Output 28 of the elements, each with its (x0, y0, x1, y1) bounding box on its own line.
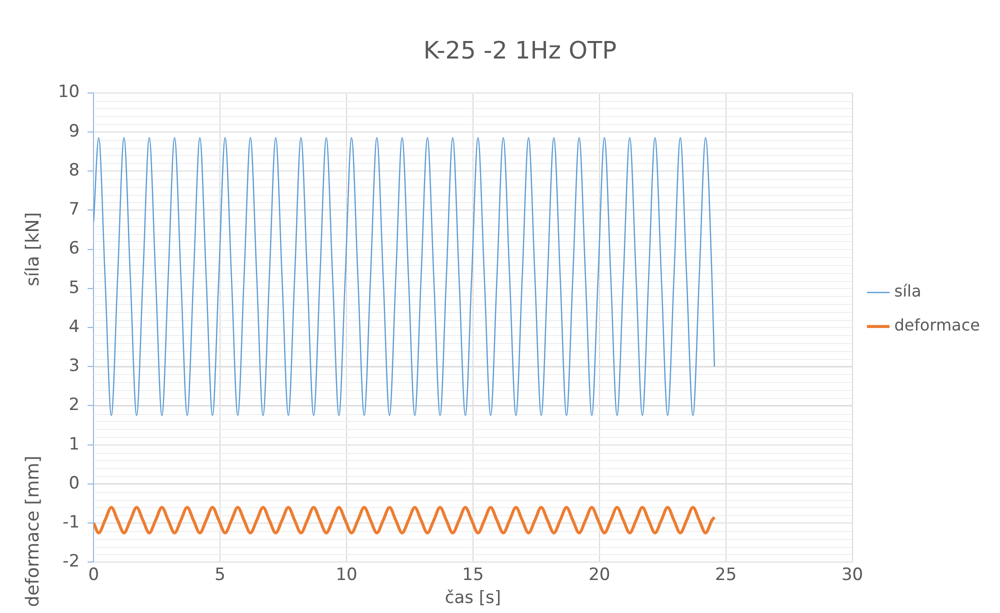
x-tick-label: 5 (214, 564, 226, 585)
y-tick-label: 9 (68, 121, 80, 142)
y-tick-label: 6 (68, 238, 80, 259)
chart-title: K-25 -2 1Hz OTP (423, 36, 617, 65)
y-tick-label: -2 (62, 552, 80, 572)
x-tick-label: 20 (588, 564, 610, 585)
x-tick-label: 15 (462, 564, 484, 585)
y-tick-label: 10 (58, 82, 80, 102)
x-tick-label: 0 (88, 564, 100, 585)
text: deformace [mm] (22, 456, 44, 608)
x-tick-label: 10 (336, 564, 358, 585)
legend-label: deformace (894, 316, 980, 335)
y-axis-title: síla [kN] (22, 212, 44, 286)
x-axis-title: čas [s] (444, 588, 502, 608)
y-tick-label: 0 (68, 473, 80, 494)
y-tick-label: 8 (68, 160, 80, 180)
y-tick-label: 7 (68, 200, 80, 220)
x-tick-label: 30 (841, 564, 864, 585)
line-series (94, 506, 716, 534)
x-tick-label: 25 (714, 564, 737, 585)
y-tick-label: 4 (68, 316, 80, 337)
y-tick-label: 3 (68, 356, 80, 376)
y-tick-label: -1 (62, 512, 80, 533)
y-tick-label: 1 (68, 434, 80, 454)
y-tick-label: 2 (68, 395, 80, 416)
line-series (94, 137, 716, 416)
y-tick-label: 5 (68, 278, 80, 298)
legend-label: síla (894, 282, 922, 301)
